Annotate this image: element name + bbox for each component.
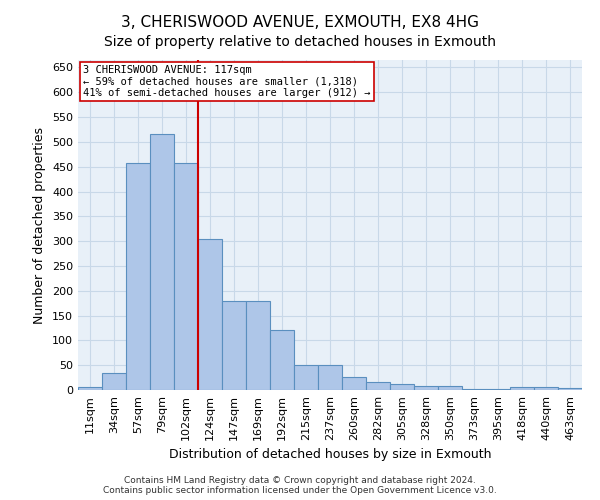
Bar <box>246 300 270 390</box>
Bar <box>294 365 318 390</box>
Bar <box>198 238 222 390</box>
Bar <box>270 330 294 390</box>
Bar <box>222 300 246 390</box>
Text: 3, CHERISWOOD AVENUE, EXMOUTH, EX8 4HG: 3, CHERISWOOD AVENUE, EXMOUTH, EX8 4HG <box>121 15 479 30</box>
Bar <box>462 389 486 390</box>
Bar <box>486 389 510 390</box>
Bar <box>102 372 126 390</box>
Bar <box>78 386 102 390</box>
Y-axis label: Number of detached properties: Number of detached properties <box>34 126 46 324</box>
Bar <box>342 376 366 390</box>
Bar <box>126 163 150 390</box>
Bar <box>174 163 198 390</box>
Bar <box>318 365 342 390</box>
Bar <box>534 386 558 390</box>
Text: 3 CHERISWOOD AVENUE: 117sqm
← 59% of detached houses are smaller (1,318)
41% of : 3 CHERISWOOD AVENUE: 117sqm ← 59% of det… <box>83 65 371 98</box>
Bar <box>558 388 582 390</box>
Bar <box>150 134 174 390</box>
Bar <box>510 386 534 390</box>
Bar <box>390 384 414 390</box>
Bar <box>366 382 390 390</box>
Text: Contains HM Land Registry data © Crown copyright and database right 2024.
Contai: Contains HM Land Registry data © Crown c… <box>103 476 497 495</box>
X-axis label: Distribution of detached houses by size in Exmouth: Distribution of detached houses by size … <box>169 448 491 462</box>
Text: Size of property relative to detached houses in Exmouth: Size of property relative to detached ho… <box>104 35 496 49</box>
Bar <box>438 386 462 390</box>
Bar <box>414 386 438 390</box>
